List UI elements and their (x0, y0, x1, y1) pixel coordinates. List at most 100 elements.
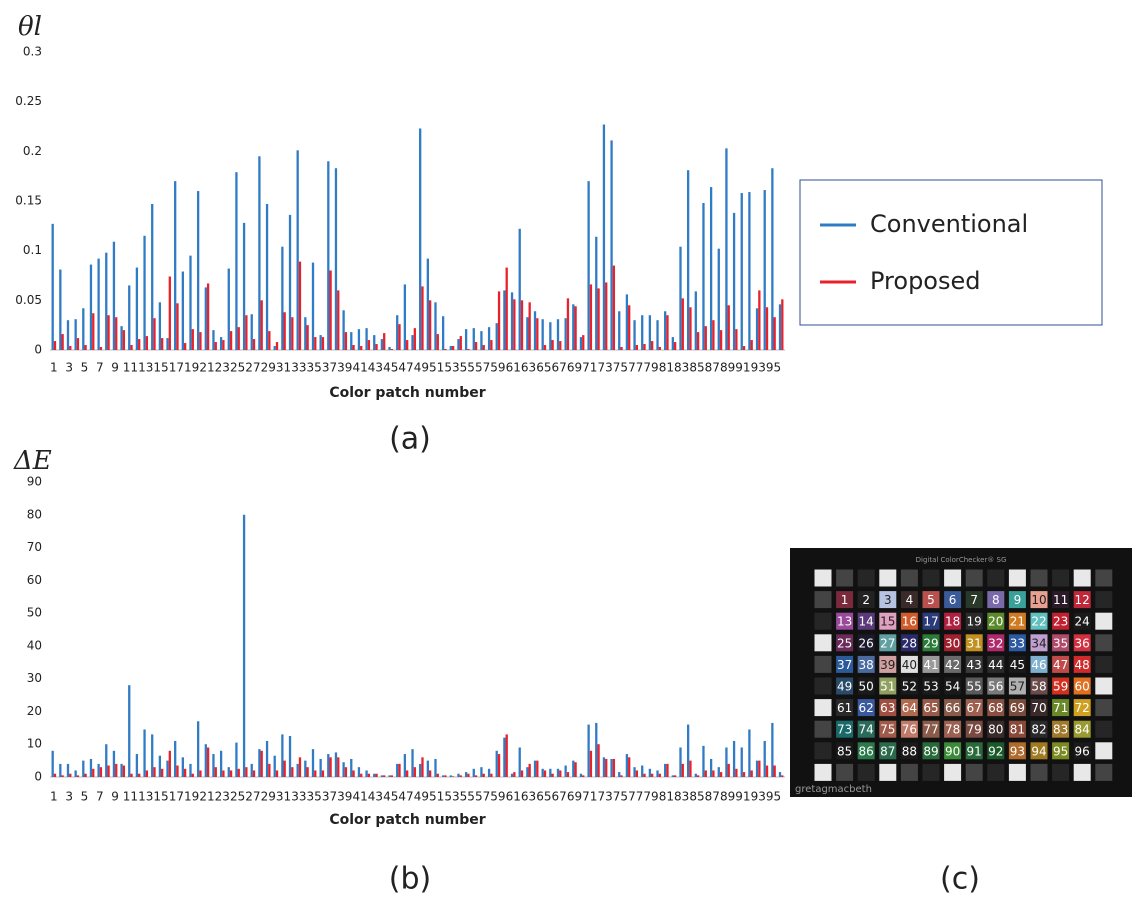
x-tick-label: 65 (536, 790, 551, 804)
bar (719, 772, 723, 777)
gray-patch (814, 612, 832, 630)
bar (549, 322, 552, 350)
bar (689, 307, 692, 350)
color-patch (944, 634, 962, 652)
bar (633, 320, 636, 350)
bar (242, 514, 246, 777)
bar (51, 750, 54, 777)
patch-label: 94 (1031, 744, 1046, 758)
bar (352, 345, 355, 350)
bar (635, 345, 638, 350)
bar (497, 754, 501, 777)
bar (618, 772, 621, 777)
gray-patch (1008, 763, 1026, 781)
patch-label: 84 (1075, 723, 1090, 737)
x-tick-label: 71 (582, 790, 597, 804)
bar (765, 765, 769, 777)
bar (176, 303, 179, 350)
bar (641, 765, 644, 777)
bar (605, 282, 608, 350)
bar (380, 339, 384, 350)
bar (666, 315, 669, 350)
bar (235, 742, 238, 777)
x-tick-label: 57 (475, 361, 490, 375)
x-tick-label: 61 (506, 361, 521, 375)
x-tick-label: 55 (460, 790, 475, 804)
bar (725, 747, 728, 777)
bar (352, 770, 355, 777)
patch-label: 90 (945, 744, 960, 758)
bar (227, 767, 230, 777)
color-patch (1030, 720, 1048, 738)
bar (712, 320, 715, 350)
patch-label: 78 (945, 723, 960, 737)
bar (732, 212, 736, 350)
gray-patch (922, 569, 940, 587)
bar (641, 315, 644, 350)
patch-label: 82 (1031, 723, 1046, 737)
bar (329, 757, 332, 777)
bar (128, 285, 131, 350)
bar (732, 740, 736, 777)
color-patch (1073, 655, 1091, 673)
bar (403, 754, 407, 777)
patch-label: 8 (992, 593, 1000, 607)
patch-label: 69 (1010, 701, 1025, 715)
x-tick-label: 23 (215, 790, 230, 804)
bar (53, 341, 57, 350)
bar (135, 267, 139, 350)
patch-label: 11 (1053, 593, 1068, 607)
x-tick-label: 31 (276, 361, 291, 375)
patch-label: 62 (859, 701, 874, 715)
color-patch (857, 677, 875, 695)
bar (543, 770, 547, 777)
bar (319, 335, 322, 350)
bar (250, 314, 253, 350)
bar (643, 773, 646, 777)
patch-label: 34 (1031, 636, 1046, 650)
bar (304, 317, 307, 350)
patch-label: 92 (988, 744, 1003, 758)
bar (283, 312, 286, 350)
bar (434, 302, 437, 350)
patch-label: 83 (1053, 723, 1068, 737)
bar (120, 326, 123, 350)
bar (748, 729, 751, 777)
bar (229, 331, 233, 350)
x-tick-label: 81 (659, 361, 674, 375)
bar (191, 329, 194, 350)
color-patch (1073, 677, 1091, 695)
patch-label: 39 (880, 658, 895, 672)
bar (556, 319, 560, 350)
bar (342, 762, 345, 777)
bar (442, 316, 445, 350)
color-patch (1052, 677, 1070, 695)
patch-label: 2 (862, 593, 870, 607)
bar (666, 763, 669, 777)
x-tick-label: 33 (291, 790, 306, 804)
bar (183, 768, 187, 777)
patch-label: 12 (1075, 593, 1090, 607)
x-tick-label: 15 (153, 361, 168, 375)
y-tick-label: 0.3 (23, 45, 42, 59)
x-tick-label: 53 (444, 361, 459, 375)
bar (375, 773, 378, 777)
bar (658, 773, 661, 777)
x-tick-label: 9 (111, 790, 119, 804)
bar (380, 775, 384, 777)
bar (206, 747, 210, 777)
bar (314, 770, 317, 777)
bar (702, 202, 705, 350)
bar (189, 763, 192, 777)
bar (112, 750, 116, 777)
bar (329, 270, 332, 350)
bar (82, 308, 85, 350)
bar (130, 773, 133, 777)
patch-label: 56 (988, 680, 1003, 694)
bar (778, 772, 782, 777)
bar (742, 772, 746, 777)
bar (533, 311, 537, 350)
bar (334, 752, 338, 777)
bar (556, 768, 560, 777)
x-tick-label: 19 (184, 790, 199, 804)
